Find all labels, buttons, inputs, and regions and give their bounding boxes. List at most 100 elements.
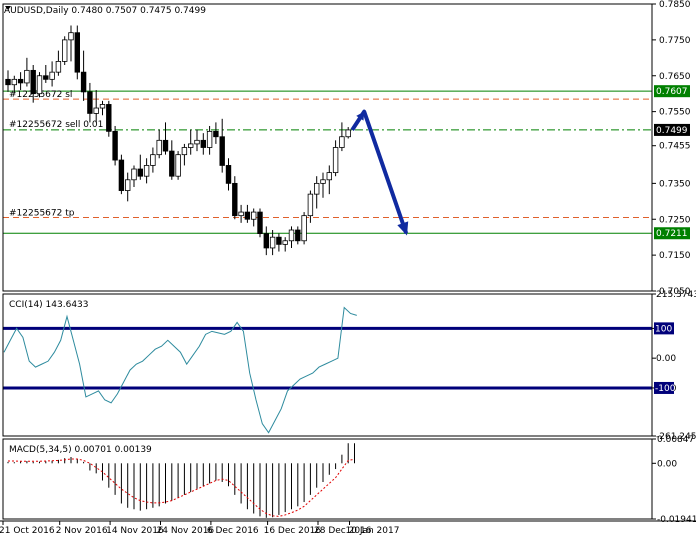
candle [5,70,11,92]
candle [219,118,225,173]
candle [62,36,68,65]
candle [301,212,307,245]
cci-tick-label: -261.245 [656,432,696,442]
candle-body [288,229,295,242]
candle-body [225,165,232,184]
cci-frame [2,293,653,437]
candle-body [137,168,143,177]
candle [24,57,30,87]
candle [175,151,181,180]
candle [118,154,125,195]
candle [162,122,169,155]
candle-body [131,168,137,181]
candle-body [257,211,263,234]
time-tick-label: 10 Jan 2017 [346,526,400,536]
candle-body [326,172,332,181]
candle-body [332,147,339,174]
price-tick-label: 0.7455 [659,142,691,152]
time-tick-label: 6 Dec 2016 [207,526,259,536]
candle-body [30,69,36,95]
candle-body [150,154,156,166]
candle [156,129,162,159]
candle-body [80,71,87,93]
candle [295,226,301,245]
macd-title: MACD(5,34,5) 0.00701 0.00139 [9,445,152,455]
candle [169,140,175,180]
candle-body [194,139,200,145]
candle-body [125,179,131,191]
price-tick-label: 0.7650 [659,72,691,82]
candle-body [276,236,282,245]
candle-body [295,229,301,242]
level-label: #12255672 tp [9,208,75,218]
cci-panel [3,306,652,434]
candle-body [206,130,213,148]
candle [250,208,257,227]
candle [43,64,49,83]
candle-body [339,136,345,148]
candle [80,50,87,101]
candle-body [74,32,80,73]
candle-body [232,182,238,217]
dropdown-triangle-icon [5,6,11,10]
candle [99,100,106,116]
candle [332,140,339,177]
candle-body [43,75,49,80]
candle [232,176,238,220]
candle [200,133,206,155]
price-tick-label: 0.7850 [659,0,691,10]
candle-body [175,154,181,177]
candle-body [17,78,24,84]
level-price-label: 0.7211 [656,229,688,239]
candle [17,72,24,91]
macd-signal-line [8,458,355,517]
time-tick-label: 2 Nov 2016 [56,526,108,536]
candle [106,100,112,137]
candle [326,165,332,195]
candle-body [238,211,244,217]
candle [339,122,345,152]
price-frame [2,3,653,292]
time-tick-label: 14 Nov 2016 [106,526,164,536]
candle [11,75,17,94]
candle [213,122,219,144]
cci-tick-label: 215.3743 [656,290,696,300]
price-tick-label: 0.7150 [659,251,691,261]
candle-body [112,130,118,161]
candle-body [282,240,288,245]
price-tick-label: 0.7050 [659,287,691,297]
candle [257,208,263,238]
candle-body [269,236,276,249]
candle-body [49,71,55,80]
candle-body [118,159,125,191]
candle-body [250,211,257,220]
price-tick-label: 0.7350 [659,179,691,189]
current-price-badge [654,123,690,136]
candle-body [213,130,219,138]
candle [125,172,131,202]
time-tick-label: 24 Nov 2016 [157,526,215,536]
candle-body [181,147,188,156]
candle-body [36,75,43,95]
level-price-badge [654,85,690,98]
cci-level-badge [654,322,674,335]
time-tick-label: 28 Dec 2016 [314,526,372,536]
macd-frame [2,438,653,520]
candle [150,147,156,173]
candle [206,125,213,155]
candle [137,154,143,180]
candle-body [68,32,74,41]
price-panel: #12255672 sl #12255672 sell 0.01 #12255672… [3,25,652,256]
candle-body [99,104,106,109]
candle [68,25,74,62]
cci-tick-label: 0.00 [656,354,676,364]
candle-body [106,104,112,132]
forecast-arrow-peak [356,111,365,121]
candle [87,82,93,123]
symbol-header: AUDUSD,Daily 0.7480 0.7507 0.7475 0.7499 [4,6,206,16]
cci-level-label: -100 [655,384,676,394]
candle-body [307,193,314,217]
current-price-label: 0.7499 [656,126,688,136]
